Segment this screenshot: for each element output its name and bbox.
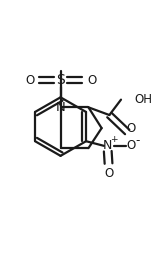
Text: O: O — [25, 74, 34, 87]
Text: O: O — [126, 139, 136, 152]
Text: N: N — [56, 101, 65, 114]
Text: O: O — [104, 167, 113, 180]
Text: +: + — [110, 135, 118, 144]
Text: O: O — [87, 74, 96, 87]
Text: N: N — [103, 139, 112, 152]
Text: S: S — [56, 73, 65, 87]
Text: -: - — [135, 134, 139, 147]
Text: O: O — [127, 122, 136, 135]
Text: OH: OH — [134, 93, 152, 106]
